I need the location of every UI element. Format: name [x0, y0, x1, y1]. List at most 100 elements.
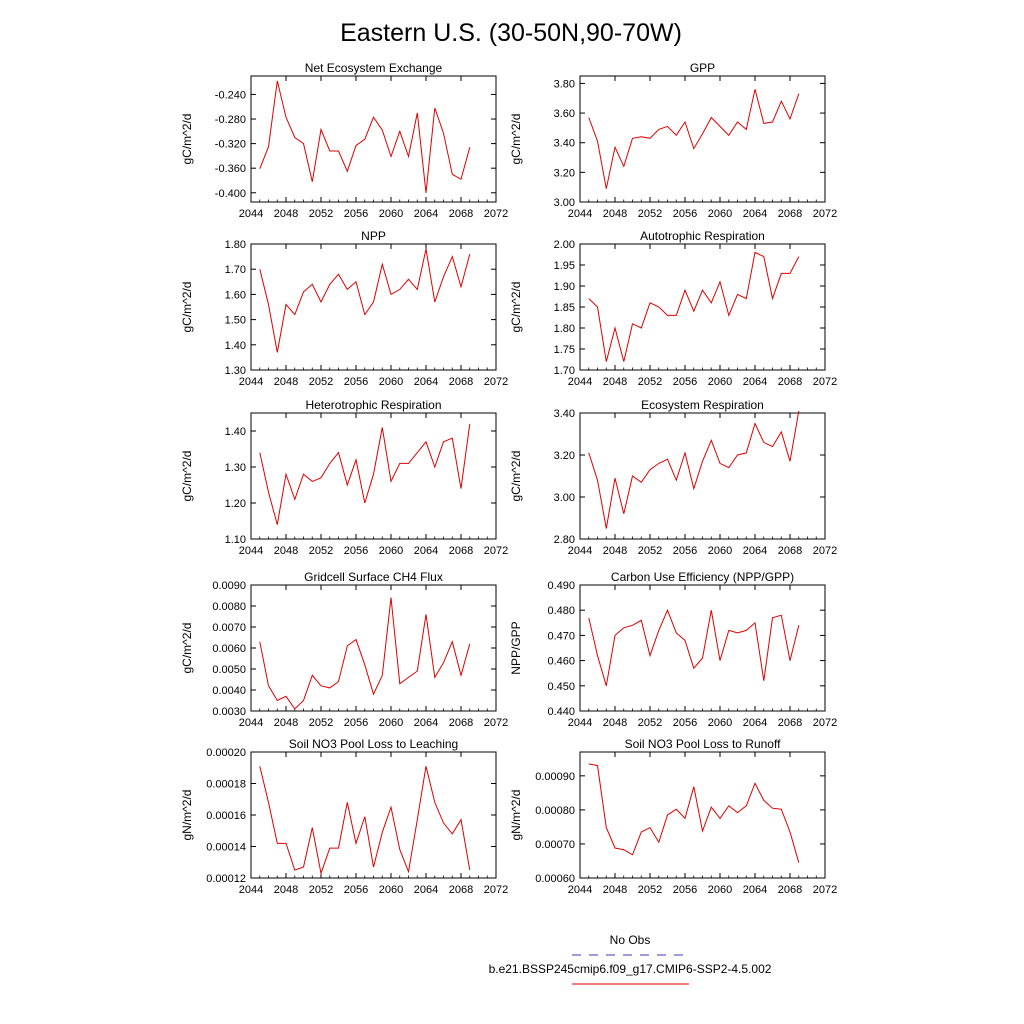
- y-axis-label: gC/m^2/d: [509, 114, 523, 165]
- y-tick-label: 0.00070: [535, 839, 575, 851]
- x-tick-label: 2064: [414, 884, 438, 896]
- x-tick-label: 2064: [414, 376, 438, 388]
- y-axis-label: gC/m^2/d: [509, 282, 523, 333]
- x-tick-label: 2068: [778, 208, 802, 220]
- series-line: [588, 89, 800, 189]
- series-line: [259, 597, 471, 710]
- x-tick-label: 2048: [274, 545, 298, 557]
- plot-frame: [250, 75, 497, 203]
- x-tick-label: 2052: [309, 545, 333, 557]
- x-tick-label: 2048: [274, 884, 298, 896]
- x-tick-label: 2068: [778, 545, 802, 557]
- x-tick-label: 2064: [414, 208, 438, 220]
- y-tick-label: 0.480: [547, 605, 575, 617]
- x-tick-label: 2068: [449, 717, 473, 729]
- x-tick-label: 2060: [708, 376, 732, 388]
- x-tick-label: 2052: [638, 208, 662, 220]
- y-axis-label: gC/m^2/d: [509, 451, 523, 502]
- y-tick-label: 0.00090: [535, 771, 575, 783]
- panel-grid: Net Ecosystem Exchange 2044 2048 2052 2056 20…: [180, 61, 837, 896]
- y-tick-label: 1.20: [225, 498, 246, 510]
- x-tick-label: 2056: [673, 717, 697, 729]
- panel-7: Gridcell Surface CH4 Flux 2044 2048 2052 205…: [180, 570, 508, 729]
- y-axis-label: gC/m^2/d: [180, 282, 194, 333]
- y-tick-label: 1.70: [554, 365, 575, 377]
- x-tick-label: 2068: [449, 376, 473, 388]
- x-tick-label: 2064: [743, 545, 767, 557]
- y-tick-label: 2.80: [554, 534, 575, 546]
- x-tick-label: 2060: [708, 208, 732, 220]
- x-tick-label: 2068: [449, 884, 473, 896]
- y-tick-label: 0.490: [547, 580, 575, 592]
- y-tick-label: 0.450: [547, 681, 575, 693]
- y-tick-label: 0.00060: [535, 873, 575, 885]
- figure-title: Eastern U.S. (30-50N,90-70W): [340, 19, 682, 47]
- panel-title: NPP: [361, 229, 386, 243]
- x-tick-label: 2060: [379, 717, 403, 729]
- x-tick-label: 2044: [239, 884, 263, 896]
- y-tick-label: 3.00: [554, 492, 575, 504]
- y-tick-label: 1.30: [225, 365, 246, 377]
- x-tick-label: 2048: [603, 545, 627, 557]
- x-tick-label: 2068: [778, 717, 802, 729]
- legend: No Obs b.e21.BSSP245cmip6.f09_g17.CMIP6-…: [489, 933, 772, 985]
- series-line: [259, 248, 471, 353]
- x-tick-label: 2044: [239, 545, 263, 557]
- y-tick-label: 0.00020: [206, 747, 246, 759]
- x-tick-label: 2056: [673, 545, 697, 557]
- x-tick-label: 2072: [813, 208, 837, 220]
- panel-title: Carbon Use Efficiency (NPP/GPP): [611, 570, 794, 584]
- y-axis-label: gC/m^2/d: [180, 451, 194, 502]
- x-tick-label: 2052: [638, 717, 662, 729]
- x-tick-label: 2060: [708, 884, 732, 896]
- plot-frame: [579, 75, 826, 203]
- y-tick-label: 1.85: [554, 302, 575, 314]
- x-tick-label: 2044: [239, 376, 263, 388]
- y-tick-label: 0.0060: [212, 643, 246, 655]
- x-tick-label: 2048: [603, 376, 627, 388]
- x-tick-label: 2052: [309, 884, 333, 896]
- y-tick-label: 1.80: [554, 323, 575, 335]
- x-tick-label: 2044: [568, 376, 592, 388]
- x-tick-label: 2048: [603, 884, 627, 896]
- x-tick-label: 2044: [568, 717, 592, 729]
- y-tick-label: 0.460: [547, 656, 575, 668]
- panel-title: Soil NO3 Pool Loss to Runoff: [625, 737, 782, 751]
- x-tick-label: 2060: [708, 545, 732, 557]
- x-tick-label: 2052: [309, 717, 333, 729]
- x-tick-label: 2060: [379, 208, 403, 220]
- y-tick-label: -0.240: [215, 89, 246, 101]
- plot-frame: [579, 751, 826, 879]
- x-tick-label: 2048: [274, 376, 298, 388]
- x-tick-label: 2072: [484, 545, 508, 557]
- y-tick-label: -0.320: [215, 139, 246, 151]
- x-tick-label: 2052: [638, 545, 662, 557]
- panel-1: Net Ecosystem Exchange 2044 2048 2052 2056 20…: [180, 61, 508, 220]
- series-line: [588, 251, 800, 362]
- y-tick-label: 1.30: [225, 462, 246, 474]
- y-tick-label: -0.280: [215, 114, 246, 126]
- x-tick-label: 2072: [484, 884, 508, 896]
- x-tick-label: 2064: [743, 717, 767, 729]
- x-tick-label: 2068: [449, 208, 473, 220]
- series-line: [588, 608, 800, 686]
- y-axis-label: gN/m^2/d: [180, 790, 194, 841]
- y-tick-label: 3.40: [554, 138, 575, 150]
- y-tick-label: -0.400: [215, 188, 246, 200]
- y-tick-label: 0.00018: [206, 779, 246, 791]
- y-tick-label: 3.60: [554, 108, 575, 120]
- y-tick-label: 2.00: [554, 239, 575, 251]
- panel-3: NPP 2044 2048 2052 2056 2060 2064 2068 2072 1.30 1…: [180, 229, 508, 388]
- x-tick-label: 2072: [813, 545, 837, 557]
- x-tick-label: 2068: [778, 376, 802, 388]
- x-tick-label: 2044: [568, 884, 592, 896]
- y-tick-label: 1.95: [554, 260, 575, 272]
- x-tick-label: 2056: [344, 717, 368, 729]
- panel-title: Ecosystem Respiration: [641, 398, 764, 412]
- x-tick-label: 2064: [414, 717, 438, 729]
- y-tick-label: 1.10: [225, 534, 246, 546]
- y-tick-label: 0.0090: [212, 580, 246, 592]
- panel-title: Gridcell Surface CH4 Flux: [304, 570, 443, 584]
- y-tick-label: 0.0030: [212, 706, 246, 718]
